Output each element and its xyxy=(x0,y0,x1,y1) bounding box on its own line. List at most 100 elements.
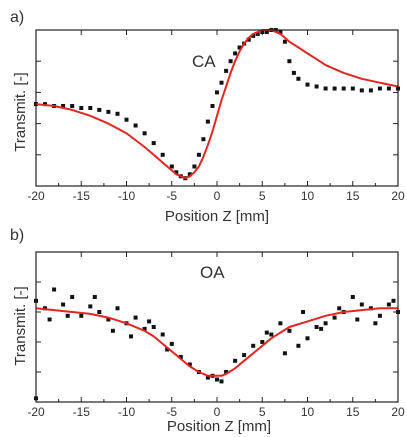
panel-b-data-point xyxy=(296,343,301,348)
panel-a-x-tick-label: -10 xyxy=(118,189,136,203)
panel-b-data-point xyxy=(142,326,147,331)
panel-a-data-point xyxy=(196,152,201,157)
panel-a-data-point xyxy=(187,172,192,177)
panel-b-data-point xyxy=(337,306,342,311)
panel-b-data-point xyxy=(242,353,247,358)
panel-a-data-point xyxy=(341,86,346,91)
panel-a-data-point xyxy=(174,170,179,175)
panel-a-data-point xyxy=(350,86,355,91)
panel-a-data-point xyxy=(224,68,229,73)
panel-b-data-point xyxy=(205,375,210,380)
panel-a-data-point xyxy=(88,106,93,110)
panel-b-data-point xyxy=(260,340,265,344)
panel-b-data-point xyxy=(219,379,224,384)
panel-a-x-tick-label: -15 xyxy=(73,189,91,203)
panel-a-data-point xyxy=(233,51,238,56)
panel-b-data-point xyxy=(65,313,70,318)
panel-b-data-point xyxy=(314,325,319,329)
panel-a-x-tick-label: -5 xyxy=(166,189,177,203)
panel-b-data-point xyxy=(319,326,324,331)
panel-b-data-point xyxy=(106,317,111,322)
panel-a-data-point xyxy=(169,164,174,169)
panel-a-data-point xyxy=(192,164,197,169)
panel-b-data-point xyxy=(88,304,93,309)
panel-b-data-point xyxy=(169,341,174,346)
panel-a-data-point xyxy=(124,117,129,122)
panel-b-data-point xyxy=(359,302,364,307)
panel-b-data-point xyxy=(386,302,391,307)
panel-a-data-point xyxy=(323,86,328,91)
panel-a-data-point xyxy=(332,86,337,91)
panel-b-data-point xyxy=(187,362,192,367)
panel-b-data-point xyxy=(129,334,133,339)
panel-a-data-point xyxy=(359,88,364,93)
panel-a-x-tick-label: 5 xyxy=(259,189,266,203)
panel-a-data-point xyxy=(219,80,224,85)
panel-a-data-point xyxy=(133,123,138,128)
panel-a-data-point xyxy=(97,107,102,112)
panel-a-data-point xyxy=(106,109,111,114)
panel-b-x-tick-label: -15 xyxy=(73,405,91,419)
panel-b-data-point xyxy=(133,315,138,320)
panel-b-label: b) xyxy=(10,227,24,244)
panel-a-data-point xyxy=(201,137,206,142)
panel-b-data-point xyxy=(224,370,229,374)
panel-b-data-point xyxy=(47,317,52,322)
panel-b-data-point xyxy=(52,287,57,292)
panel-a-x-tick-label: 10 xyxy=(301,189,315,203)
panel-b-data-point xyxy=(287,328,292,333)
panel-a-data-point xyxy=(296,76,301,81)
panel-b-x-tick-label: 0 xyxy=(214,405,221,419)
panel-b-data-point xyxy=(301,310,305,314)
panel-b-data-point xyxy=(332,315,337,320)
panel-b-data-point xyxy=(110,328,115,333)
panel-a-data-point xyxy=(386,86,391,91)
panel-a-data-point xyxy=(142,131,147,136)
panel-b-annotation: OA xyxy=(200,263,225,282)
panel-a-data-point xyxy=(314,84,319,89)
panel-b-data-point xyxy=(350,295,355,299)
panel-a-data-point xyxy=(282,39,287,44)
panel-a-data-point xyxy=(305,82,310,87)
panel-a-data-point xyxy=(210,104,215,108)
panel-b-data-point xyxy=(79,313,84,318)
panel-b-data-point xyxy=(269,332,274,337)
panel-a-data-point xyxy=(246,37,251,42)
panel-b-data-point xyxy=(215,377,219,382)
panel-b-x-tick-label: -10 xyxy=(118,405,136,419)
panel-a-x-tick-label: -20 xyxy=(27,189,45,203)
panel-a: a) CA Transmit. [-] Position Z [mm] -20 -… xyxy=(10,9,405,225)
panel-b-x-tick-label: -5 xyxy=(166,405,177,419)
panel-b-plot-frame xyxy=(35,251,399,403)
panel-b-data-point xyxy=(373,321,378,326)
panel-a-x-tick-label: 15 xyxy=(346,189,360,203)
panel-a-data-point xyxy=(377,86,382,91)
panel-b-data-point xyxy=(151,325,156,329)
panel-a-data-point xyxy=(215,90,219,95)
panel-b-data-point xyxy=(377,313,382,318)
panel-a-data-point xyxy=(70,104,75,108)
panel-a-data-point xyxy=(115,111,120,116)
panel-b-y-axis-label: Transmit. [-] xyxy=(12,286,29,365)
panel-a-data-point xyxy=(287,59,292,64)
panel-a-data-point xyxy=(228,59,233,64)
panel-b-data-point xyxy=(278,321,283,326)
panel-b-data-point xyxy=(92,295,97,299)
panel-a-plot-frame xyxy=(35,29,399,187)
panel-a-data-point xyxy=(160,152,165,157)
panel-b-x-tick-label: -20 xyxy=(27,405,45,419)
panel-a-data-point xyxy=(61,104,66,108)
panel-b-data-point xyxy=(160,332,165,337)
panel-b-data-point xyxy=(70,295,75,299)
panel-b-data-point xyxy=(282,351,287,356)
panel-b-x-tick-label: 10 xyxy=(301,405,315,419)
panel-b-data-point xyxy=(178,355,183,359)
panel-b-data-point xyxy=(97,310,102,314)
panel-a-data-point xyxy=(237,45,242,50)
panel-a-data-point xyxy=(205,119,210,124)
panel-a-y-axis-label: Transmit. [-] xyxy=(12,72,29,151)
panel-a-data-point xyxy=(368,88,373,93)
panel-b-data-point xyxy=(391,298,396,303)
panel-a-x-axis-label: Position Z [mm] xyxy=(165,208,269,225)
